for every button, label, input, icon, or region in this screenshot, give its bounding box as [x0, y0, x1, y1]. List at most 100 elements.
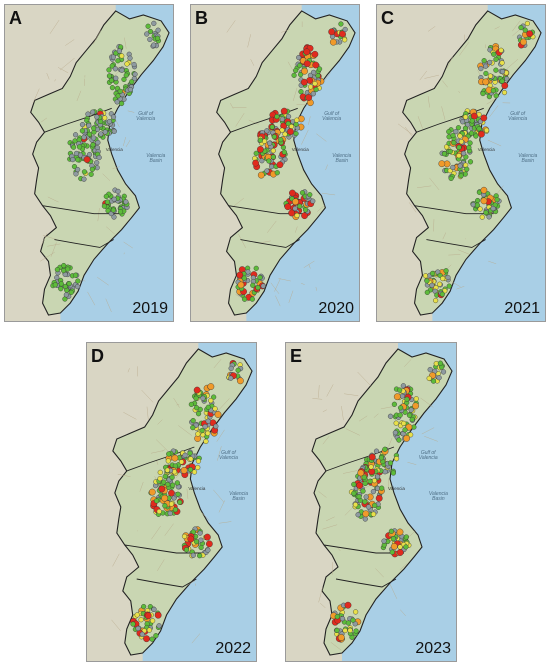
detection-dot-orange — [237, 377, 244, 385]
detection-dot-orange — [301, 67, 308, 75]
road-line — [76, 90, 82, 102]
detection-dot-green — [491, 51, 497, 57]
detection-dot-yellow — [397, 544, 403, 550]
road-line — [321, 192, 336, 196]
detection-dot-yellow — [433, 297, 439, 304]
detection-dot-green — [199, 427, 205, 434]
road-line — [238, 233, 246, 248]
road-line — [324, 72, 331, 82]
road-line — [397, 123, 413, 135]
province-border — [136, 578, 197, 588]
detection-dot-green — [58, 281, 64, 287]
detection-dot-grey — [119, 67, 125, 73]
detection-dot-grey — [167, 510, 173, 517]
detection-dot-yellow — [487, 73, 494, 79]
detection-dot-grey — [116, 48, 123, 54]
road-line — [441, 106, 446, 120]
detection-dot-yellow — [413, 396, 419, 402]
detection-dot-green — [307, 192, 313, 198]
detection-dot-yellow — [124, 61, 130, 67]
detection-dot-red — [311, 50, 319, 58]
detection-dot-green — [166, 451, 172, 457]
road-line — [308, 264, 311, 269]
road-line — [226, 20, 236, 33]
detection-dot-red — [154, 611, 162, 619]
detection-dot-green — [66, 281, 72, 287]
detection-dot-green — [293, 121, 299, 127]
detection-dot-red — [280, 107, 288, 115]
road-line — [161, 449, 166, 452]
detection-dot-green — [390, 536, 397, 542]
detection-dot-yellow — [457, 133, 463, 139]
road-line — [424, 436, 438, 442]
detection-dot-red — [144, 612, 152, 620]
detection-dot-grey — [98, 131, 104, 137]
road-line — [157, 559, 165, 572]
detection-dot-green — [469, 118, 475, 124]
detection-dot-green — [396, 437, 402, 443]
detection-dot-green — [89, 166, 95, 172]
detection-dot-green — [109, 85, 115, 91]
detection-dot-grey — [111, 196, 117, 202]
detection-dot-green — [483, 70, 489, 77]
detection-dot-green — [71, 144, 77, 150]
road-line — [124, 37, 127, 49]
detection-dot-green — [493, 67, 499, 73]
detection-dot-green — [155, 35, 161, 41]
detection-dot-green — [117, 209, 124, 215]
detection-dot-grey — [182, 452, 188, 458]
road-line — [97, 208, 100, 222]
road-line — [150, 450, 164, 454]
detection-dot-green — [197, 553, 203, 559]
panel-letter: A — [9, 8, 22, 28]
detection-dot-green — [387, 460, 394, 466]
detection-dot-yellow — [342, 627, 348, 634]
road-line — [294, 226, 298, 233]
detection-dot-green — [255, 285, 261, 291]
detection-dot-green — [154, 498, 160, 504]
detection-dot-yellow — [203, 438, 209, 445]
detection-dot-grey — [79, 122, 86, 128]
road-line — [250, 59, 255, 66]
detection-dot-red — [252, 159, 259, 167]
detection-dot-green — [68, 289, 74, 295]
detection-dot-grey — [427, 367, 433, 373]
detection-dot-yellow — [195, 464, 201, 471]
detection-dot-yellow — [138, 617, 144, 623]
road-line — [216, 429, 225, 442]
detection-dot-orange — [329, 38, 337, 46]
road-line — [459, 42, 470, 56]
detection-dot-grey — [96, 154, 102, 161]
road-line — [218, 500, 225, 513]
province-border — [414, 205, 494, 215]
road-line — [267, 220, 277, 233]
road-line — [292, 87, 298, 102]
detection-dot-red — [526, 30, 534, 38]
detection-dot-green — [390, 470, 397, 476]
detection-dot-grey — [114, 99, 120, 105]
detection-dot-yellow — [347, 627, 353, 634]
detection-dot-green — [169, 474, 175, 481]
detection-dot-green — [241, 275, 247, 281]
road-line — [312, 398, 323, 400]
detection-dot-green — [334, 614, 340, 620]
detection-dot-grey — [205, 547, 211, 553]
detection-dot-yellow — [407, 432, 414, 438]
detection-dot-red — [288, 209, 295, 217]
detection-dot-grey — [400, 383, 407, 389]
road-line — [278, 278, 291, 282]
detection-dot-green — [193, 405, 200, 411]
detection-dot-green — [249, 296, 255, 302]
road-line — [125, 140, 131, 148]
detection-dot-green — [302, 207, 309, 213]
detection-dot-green — [190, 417, 196, 424]
road-line — [123, 241, 133, 249]
road-line — [487, 139, 502, 147]
detection-dot-green — [162, 473, 168, 480]
detection-dot-grey — [75, 284, 81, 290]
detection-dot-yellow — [282, 131, 288, 137]
detection-dot-yellow — [205, 430, 211, 436]
road-line — [388, 478, 390, 491]
detection-dot-green — [494, 197, 500, 203]
detection-dot-green — [190, 424, 196, 431]
